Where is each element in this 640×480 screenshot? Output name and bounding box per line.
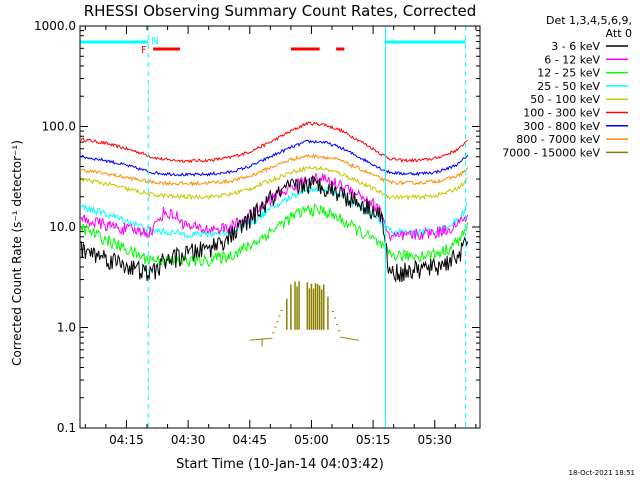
legend-label-1: 6 - 12 keV — [544, 53, 600, 66]
flare-label: F — [141, 45, 147, 56]
legend-label-5: 100 - 300 keV — [523, 107, 600, 120]
legend-label-3: 25 - 50 keV — [537, 80, 600, 93]
y-tick-label: 0.1 — [57, 421, 76, 435]
series-line-4 — [80, 165, 468, 202]
axes: 1000.0 100.0 10.0 1.0 0.1 04:15 04:30 04:45 05:0… — [34, 19, 480, 447]
legend-label-7: 800 - 7000 keV — [516, 133, 600, 146]
series-layer — [80, 120, 469, 347]
x-tick-label: 04:45 — [232, 433, 267, 447]
night-label: N — [151, 36, 158, 47]
chart-title: RHESSI Observing Summary Count Rates, Co… — [84, 2, 477, 20]
series-line-2 — [80, 203, 469, 268]
legend-header: Att 0 — [606, 27, 632, 40]
y-tick-label: 10.0 — [49, 220, 76, 234]
timestamp: 18-Oct-2021 18:51 — [569, 469, 635, 477]
series-line-7 — [80, 153, 469, 187]
series-line-5 — [80, 120, 468, 164]
series-line-1 — [80, 172, 469, 243]
overlay-layer: NF — [79, 26, 467, 428]
legend-header: Det 1,3,4,5,6,9, — [546, 14, 632, 27]
x-tick-label: 05:30 — [417, 433, 452, 447]
legend-label-0: 3 - 6 keV — [551, 40, 600, 53]
x-tick-label: 05:00 — [294, 433, 329, 447]
x-tick-label: 04:15 — [109, 433, 144, 447]
x-tick-label: 05:15 — [356, 433, 391, 447]
legend-label-8: 7000 - 15000 keV — [502, 146, 600, 159]
x-tick-label: 04:30 — [171, 433, 206, 447]
plot-border — [79, 25, 481, 429]
series-line-0 — [80, 174, 469, 283]
series-line-6 — [80, 139, 469, 177]
legend-label-6: 300 - 800 keV — [523, 120, 600, 133]
plot-frame — [79, 25, 481, 429]
x-axis-label: Start Time (10-Jan-14 04:03:42) — [176, 457, 384, 472]
legend-label-2: 12 - 25 keV — [537, 67, 600, 80]
series-line-3 — [81, 185, 468, 239]
y-tick-label: 100.0 — [42, 120, 76, 134]
y-tick-label: 1000.0 — [34, 19, 76, 33]
y-tick-label: 1.0 — [57, 321, 76, 335]
legend-label-4: 50 - 100 keV — [530, 93, 600, 106]
y-axis-label: Corrected Count Rate (s⁻¹ detector⁻¹) — [10, 140, 24, 366]
